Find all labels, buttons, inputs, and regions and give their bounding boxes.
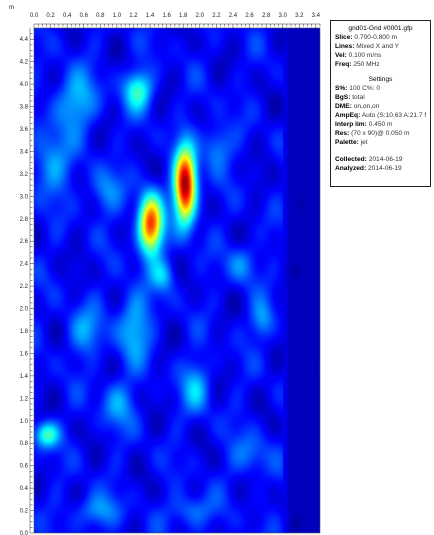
info-row: Freq: 250 MHz (335, 60, 426, 69)
info-value: 0.700-0.800 m (352, 34, 397, 41)
unit-label: m (9, 5, 14, 11)
x-tick-label: 1.2 (129, 13, 138, 19)
info-key: Palette: (335, 139, 359, 146)
y-tick-label: 3.6 (20, 127, 29, 133)
plot-area (34, 28, 320, 533)
x-tick-label: 0.0 (30, 13, 39, 19)
info-row: Vel: 0.100 m/ns (335, 51, 426, 60)
info-value: total (350, 94, 365, 101)
info-row: Analyzed: 2014-06-19 (335, 164, 426, 173)
info-row: Collected: 2014-06-19 (335, 155, 426, 164)
x-tick-label: 0.8 (96, 13, 105, 19)
info-row: Slice: 0.700-0.800 m (335, 33, 426, 42)
info-value: (70 x 90)@ 0.050 m (349, 130, 410, 137)
settings-heading: Settings (368, 76, 393, 83)
x-tick-label: 0.4 (63, 13, 72, 19)
x-tick-label: 2.0 (196, 13, 205, 19)
y-tick-label: 3.0 (20, 194, 29, 200)
info-key: Collected: (335, 156, 367, 163)
info-row: DME: on,on,on (335, 102, 426, 111)
info-box: grid01-Grid #0001.gfp Slice: 0.700-0.800… (330, 20, 431, 187)
y-tick-label: 2.8 (20, 217, 29, 223)
info-value: 0.100 m/ns (346, 52, 382, 59)
info-value: 2014-06-19 (366, 156, 403, 163)
y-tick-label: 1.6 (20, 351, 29, 357)
y-axis: 4.4 4.2 4.0 3.8 3.6 3.4 3.2 3.0 2.8 2.6 2.4 2.2 2.0 1… (20, 28, 34, 535)
x-tick-label: 2.8 (262, 13, 271, 19)
x-tick-label: 3.0 (279, 13, 288, 19)
y-tick-label: 1.4 (20, 374, 29, 380)
x-tick-label: 3.2 (295, 13, 304, 19)
y-tick-label: 4.0 (20, 82, 29, 88)
y-tick-label: 0.2 (20, 509, 29, 515)
info-row: Palette: jet (335, 138, 426, 147)
x-tick-label: 2.2 (212, 13, 221, 19)
y-tick-label: 0.4 (20, 486, 29, 492)
acquisition-info: Slice: 0.700-0.800 m Lines: Mixed X and Y… (335, 33, 426, 69)
x-tick-label: 1.0 (113, 13, 122, 19)
plot-border (33, 27, 321, 534)
x-tick-label: 0.6 (80, 13, 89, 19)
info-key: Lines: (335, 43, 355, 50)
info-row: Lines: Mixed X and Y (335, 42, 426, 51)
info-row: Res: (70 x 90)@ 0.050 m (335, 129, 426, 138)
info-row: AmpEq: Auto (S:10.63 A:21.7 M:356) (335, 111, 426, 120)
x-axis: 0.0 0.2 0.4 0.6 0.8 1.0 1.2 1.4 1.6 1.8 2.0 2.2 2.4 2… (30, 13, 321, 28)
plot-frame (33, 27, 321, 534)
x-tick-label: 1.8 (179, 13, 188, 19)
info-key: Freq: (335, 61, 352, 68)
x-tick-label: 1.4 (146, 13, 155, 19)
y-tick-label: 4.2 (20, 60, 29, 66)
info-value: 250 MHz (351, 61, 380, 68)
info-key: Analyzed: (335, 165, 367, 172)
settings-info: S%: 100 C%: 0 BgS: total DME: on,on,on AmpE… (335, 84, 426, 147)
info-key: S%: (335, 85, 348, 92)
y-tick-label: 1.8 (20, 329, 29, 335)
date-info: Collected: 2014-06-19 Analyzed: 2014-06-1… (335, 155, 426, 173)
y-tick-label: 1.0 (20, 419, 29, 425)
info-key: AmpEq: (335, 112, 361, 119)
amplitude-heatmap (34, 28, 320, 533)
y-tick-label: 3.8 (20, 105, 29, 111)
info-key: Slice: (335, 34, 353, 41)
info-key: Res: (335, 130, 350, 137)
y-tick-label: 2.0 (20, 307, 29, 313)
info-value: 2014-06-19 (366, 165, 402, 172)
y-tick-label: 3.2 (20, 172, 29, 178)
info-value: jet (358, 139, 368, 146)
info-key: Vel: (335, 52, 347, 59)
info-value: 0.450 m (366, 121, 393, 128)
info-row: Interp lim: 0.450 m (335, 120, 426, 129)
info-value: Mixed X and Y (354, 43, 400, 50)
info-row: BgS: total (335, 93, 426, 102)
y-tick-label: 3.4 (20, 149, 29, 155)
y-tick-label: 4.4 (20, 37, 29, 43)
info-value: Auto (S:10.63 A:21.7 M:356) (361, 112, 426, 119)
y-tick-label: 0.6 (20, 464, 29, 470)
info-value: 100 C%: 0 (347, 85, 381, 92)
x-tick-label: 2.4 (229, 13, 238, 19)
info-row: S%: 100 C%: 0 (335, 84, 426, 93)
info-key: BgS: (335, 94, 351, 101)
y-tick-label: 0.8 (20, 441, 29, 447)
y-tick-label: 1.2 (20, 396, 29, 402)
x-tick-label: 3.4 (312, 13, 321, 19)
x-tick-label: 2.6 (245, 13, 254, 19)
y-tick-label: 2.4 (20, 262, 29, 268)
info-key: Interp lim: (335, 121, 367, 128)
info-title: grid01-Grid #0001.gfp (348, 25, 413, 32)
x-tick-label: 0.2 (46, 13, 55, 19)
y-tick-label: 0.0 (20, 531, 29, 535)
info-key: DME: (335, 103, 352, 110)
y-tick-label: 2.2 (20, 284, 29, 290)
info-value: on,on,on (351, 103, 380, 110)
y-tick-label: 2.6 (20, 239, 29, 245)
x-tick-label: 1.6 (162, 13, 171, 19)
